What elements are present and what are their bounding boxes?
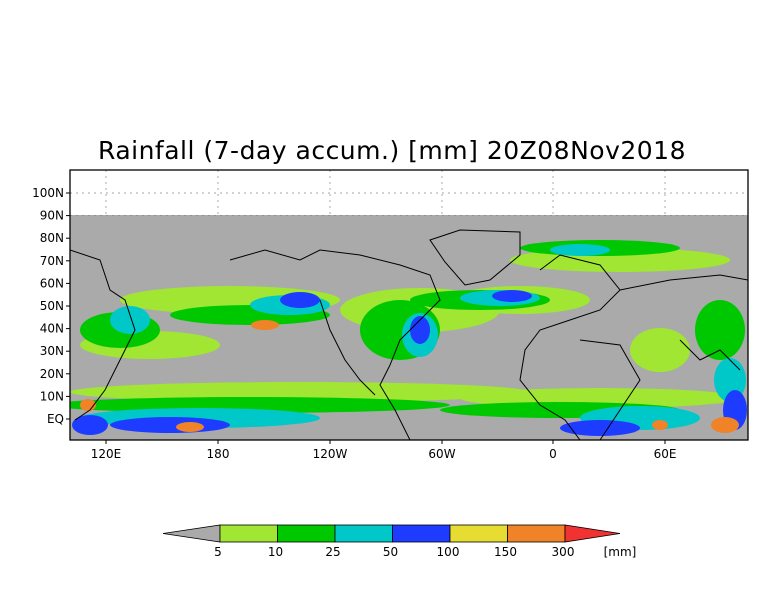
colorbar-segment: [219, 524, 278, 543]
lat-label: 80N: [40, 231, 64, 245]
colorbar-min-arrow: [162, 524, 221, 543]
colorbar-segment: [392, 524, 451, 543]
lon-label: 0: [549, 447, 557, 461]
colorbar-segment: [277, 524, 336, 543]
precip-100-300: [80, 320, 739, 433]
colorbar-segment: [449, 524, 508, 543]
longitude-labels: 120E 180 120W 60W 0 60E: [91, 440, 677, 461]
colorbar-label: 10: [268, 545, 283, 559]
lat-label: 60N: [40, 276, 64, 290]
colorbar-label: 50: [383, 545, 398, 559]
colorbar: 5 10 25 50 100 150 300 [mm]: [162, 524, 637, 559]
colorbar-segment: [507, 524, 566, 543]
colorbar-label: 100: [437, 545, 460, 559]
lat-label: EQ: [47, 412, 64, 426]
colorbar-label: 150: [494, 545, 517, 559]
latitude-labels: 100N 90N 80N 70N 60N 50N 40N 30N 20N 10N EQ: [32, 186, 70, 426]
lon-label: 180: [207, 447, 230, 461]
lat-label: 20N: [40, 367, 64, 381]
lat-label: 90N: [40, 209, 64, 223]
lon-label: 60W: [428, 447, 455, 461]
colorbar-unit: [mm]: [604, 545, 637, 559]
colorbar-label: 25: [325, 545, 340, 559]
lat-label: 100N: [32, 186, 64, 200]
gridlines: [70, 170, 748, 216]
lon-label: 120E: [91, 447, 122, 461]
lat-label: 10N: [40, 389, 64, 403]
colorbar-segment: [334, 524, 393, 543]
lon-label: 120W: [313, 447, 348, 461]
colorbar-label: 300: [552, 545, 575, 559]
lat-label: 40N: [40, 322, 64, 336]
colorbar-label: 5: [214, 545, 222, 559]
lat-label: 70N: [40, 254, 64, 268]
chart-title: Rainfall (7-day accum.) [mm] 20Z08Nov201…: [98, 136, 686, 165]
map-border: [69, 169, 749, 441]
lon-label: 60E: [654, 447, 677, 461]
lat-label: 30N: [40, 344, 64, 358]
coastlines: [70, 229, 748, 440]
lat-label: 50N: [40, 299, 64, 313]
map-field: [70, 215, 748, 440]
colorbar-max-arrow: [564, 524, 621, 543]
